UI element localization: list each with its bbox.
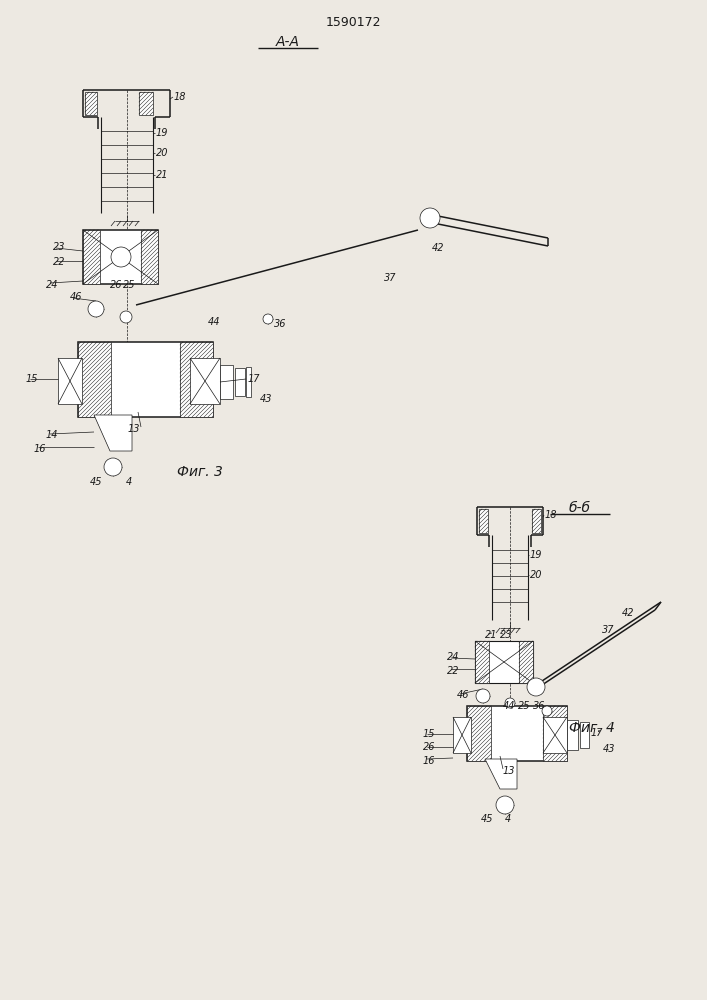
Text: 25: 25 <box>518 701 530 711</box>
Text: 4: 4 <box>126 477 132 487</box>
Text: 18: 18 <box>545 510 558 520</box>
Text: 1590172: 1590172 <box>325 16 381 29</box>
Text: 15: 15 <box>26 374 38 384</box>
Text: 45: 45 <box>481 814 493 824</box>
Bar <box>467 706 491 761</box>
Bar <box>453 717 471 753</box>
Polygon shape <box>94 415 132 451</box>
Bar <box>190 358 220 404</box>
Text: 22: 22 <box>447 666 460 676</box>
Bar <box>475 641 533 683</box>
Text: 26: 26 <box>110 280 122 290</box>
Text: 15: 15 <box>423 729 436 739</box>
Circle shape <box>263 314 273 324</box>
Circle shape <box>111 247 131 267</box>
Bar <box>83 230 100 284</box>
Text: Фиг. 3: Фиг. 3 <box>177 465 223 479</box>
Text: 36: 36 <box>274 319 286 329</box>
Text: 23: 23 <box>53 242 66 252</box>
Bar <box>141 230 158 284</box>
Circle shape <box>542 706 552 716</box>
Text: 46: 46 <box>457 690 469 700</box>
Text: 13: 13 <box>503 766 515 776</box>
Circle shape <box>104 458 122 476</box>
Text: 44: 44 <box>208 317 221 327</box>
Text: 43: 43 <box>260 394 272 404</box>
Text: 42: 42 <box>432 243 445 253</box>
Text: 23: 23 <box>500 630 513 640</box>
Text: 4: 4 <box>505 814 511 824</box>
Text: 24: 24 <box>46 280 59 290</box>
Bar <box>220 365 233 399</box>
Bar <box>246 367 251 397</box>
Text: Фиг. 4: Фиг. 4 <box>569 721 615 735</box>
Circle shape <box>88 301 104 317</box>
Polygon shape <box>485 759 517 789</box>
Circle shape <box>120 311 132 323</box>
Text: 21: 21 <box>485 630 498 640</box>
Text: 43: 43 <box>603 744 616 754</box>
Text: 17: 17 <box>591 728 604 738</box>
Circle shape <box>476 689 490 703</box>
Bar <box>580 722 589 748</box>
Bar <box>519 641 533 683</box>
Bar <box>58 358 82 404</box>
Text: 37: 37 <box>602 625 614 635</box>
Text: A-A: A-A <box>276 35 300 49</box>
Bar <box>479 509 488 533</box>
Text: 19: 19 <box>156 128 168 138</box>
Text: 44: 44 <box>503 701 515 711</box>
Circle shape <box>420 208 440 228</box>
Text: 16: 16 <box>34 444 47 454</box>
Circle shape <box>505 698 515 708</box>
Bar <box>78 342 213 417</box>
Circle shape <box>527 678 545 696</box>
Text: 45: 45 <box>90 477 103 487</box>
Circle shape <box>496 796 514 814</box>
Bar <box>543 717 567 753</box>
Text: 16: 16 <box>423 756 436 766</box>
Text: 18: 18 <box>174 92 187 102</box>
Text: 36: 36 <box>533 701 546 711</box>
Text: 22: 22 <box>53 257 66 267</box>
Text: 20: 20 <box>156 148 168 158</box>
Bar <box>475 641 489 683</box>
Text: 13: 13 <box>128 424 141 434</box>
Text: 14: 14 <box>46 430 59 440</box>
Bar <box>85 92 97 115</box>
Text: б-б: б-б <box>569 501 591 515</box>
Text: 46: 46 <box>70 292 83 302</box>
Text: 26: 26 <box>423 742 436 752</box>
Text: 20: 20 <box>530 570 542 580</box>
Bar <box>78 342 111 417</box>
Bar <box>467 706 567 761</box>
Bar <box>180 342 213 417</box>
Bar <box>235 368 245 396</box>
Bar <box>543 706 567 761</box>
Bar <box>567 720 578 750</box>
Text: 21: 21 <box>156 170 168 180</box>
Bar <box>83 230 158 284</box>
Bar <box>139 92 153 115</box>
Text: 25: 25 <box>123 280 136 290</box>
Text: 24: 24 <box>447 652 460 662</box>
Text: 19: 19 <box>530 550 542 560</box>
Bar <box>532 509 541 533</box>
Text: 17: 17 <box>248 374 260 384</box>
Text: 42: 42 <box>622 608 634 618</box>
Text: 37: 37 <box>384 273 397 283</box>
